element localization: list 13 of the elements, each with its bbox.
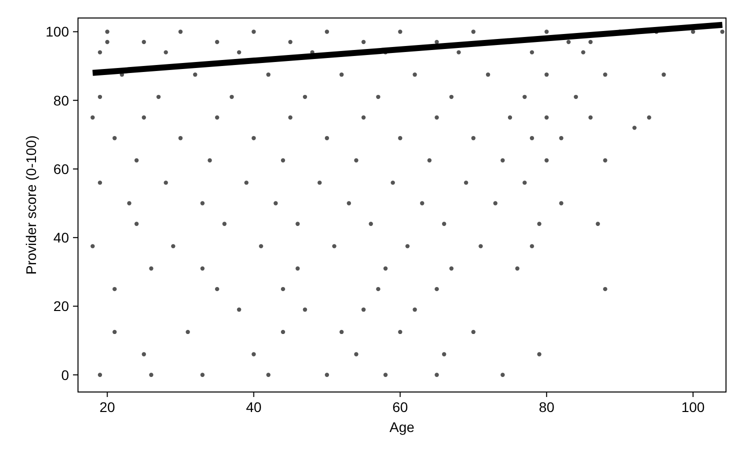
x-tick-label: 20 xyxy=(100,399,116,415)
y-tick-label: 80 xyxy=(53,92,70,108)
x-tick-label: 40 xyxy=(246,399,262,415)
y-axis-title: Provider score (0-100) xyxy=(23,135,39,275)
y-tick-label: 60 xyxy=(53,160,70,177)
x-tick-label: 60 xyxy=(392,399,408,415)
x-tick-label: 80 xyxy=(538,399,555,415)
y-tick-label: 0 xyxy=(61,366,70,383)
x-tick-label: 100 xyxy=(681,399,705,415)
x-axis-title: Age xyxy=(390,419,415,435)
y-tick-label: 20 xyxy=(53,298,70,314)
y-tick-label: 100 xyxy=(46,24,70,40)
y-tick-label: 40 xyxy=(53,230,70,246)
